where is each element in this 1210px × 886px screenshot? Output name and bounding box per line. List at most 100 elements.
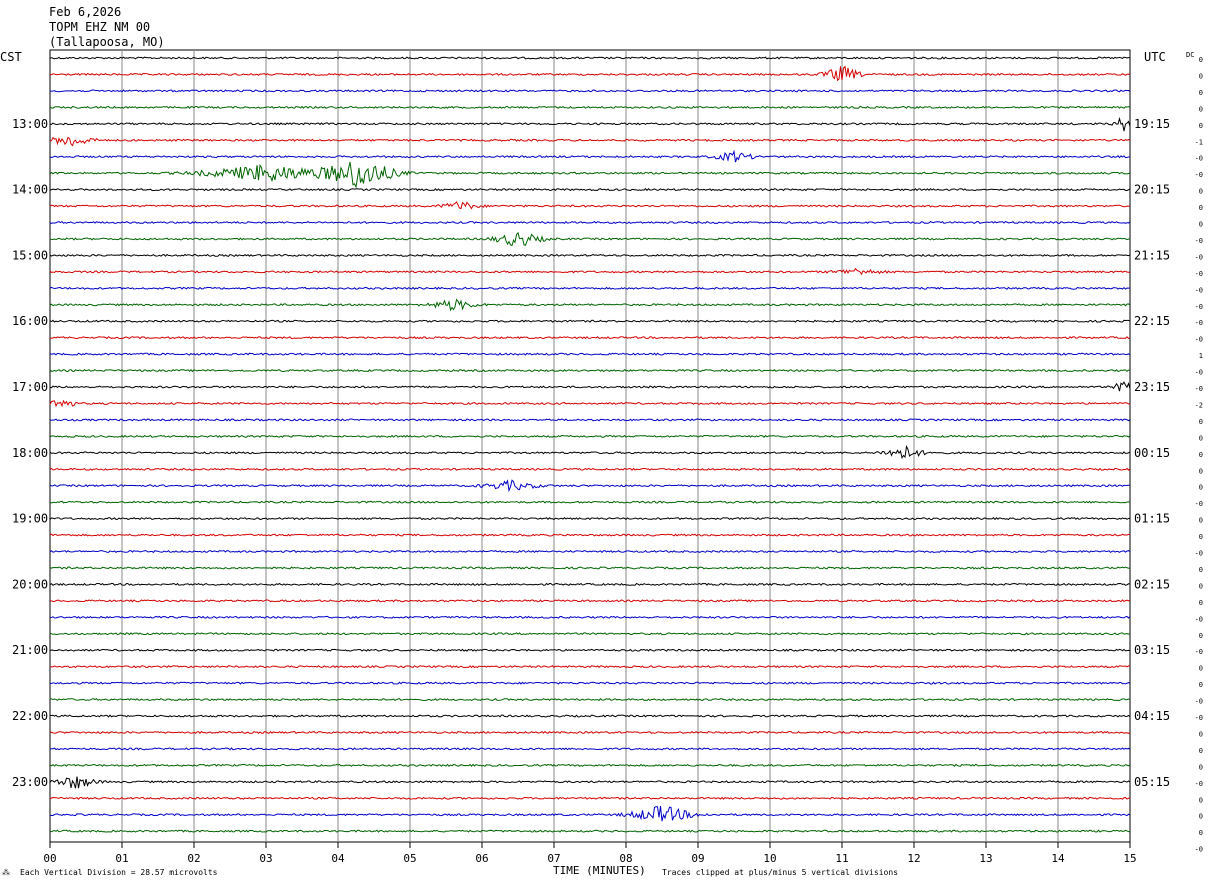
dc-offset-value: -0 [1195,500,1203,508]
trace-line-1 [49,65,1131,82]
trace-line-38 [49,681,1131,685]
dc-offset-labels: 0 0 0 0 0 -1 -0 -0 0 0 0 -0 -0 -0 -0 -0 -0 -0 1 -0 -0 -2 0 0 0 0 0… [1195,56,1203,854]
trace-line-3 [49,105,1131,109]
utc-hour-label: 22:15 [1134,314,1170,328]
seismic-traces [49,56,1131,833]
record-date: Feb 6,2026 [49,5,121,19]
x-tick-label: 14 [1051,852,1065,865]
trace-line-28 [49,516,1131,521]
dc-offset-value: 0 [1199,829,1203,837]
dc-offset-value: -0 [1195,369,1203,377]
dc-offset-value: 0 [1199,813,1203,821]
x-tick-label: 08 [619,852,632,865]
trace-line-36 [49,648,1131,652]
trace-line-30 [49,549,1131,554]
dc-offset-value: 0 [1199,221,1203,229]
utc-hour-label: 03:15 [1134,643,1170,657]
trace-line-8 [49,188,1131,192]
trace-line-12 [49,253,1131,257]
dc-offset-value: 1 [1199,352,1203,360]
x-tick-label: 12 [907,852,920,865]
dc-offset-value: 0 [1199,204,1203,212]
dc-offset-value: 0 [1199,72,1203,80]
trace-line-26 [49,479,1131,493]
trace-line-41 [49,730,1131,734]
x-tick-label: 01 [115,852,128,865]
trace-line-25 [49,467,1131,471]
trace-line-43 [49,763,1131,768]
x-axis-title: TIME (MINUTES) [553,864,646,877]
trace-line-4 [49,116,1131,132]
dc-offset-value: -0 [1195,155,1203,163]
cst-hour-label: 21:00 [12,643,48,657]
dc-offset-value: -0 [1195,303,1203,311]
trace-line-11 [49,231,1131,247]
trace-line-17 [49,336,1131,340]
dc-offset-value: 0 [1199,484,1203,492]
x-tick-label: 05 [403,852,416,865]
dc-offset-value: 0 [1199,747,1203,755]
dc-offset-value: -0 [1195,270,1203,278]
utc-hour-label: 21:15 [1134,248,1170,262]
trace-line-44 [49,776,1131,789]
cst-hour-label: 14:00 [12,183,48,197]
x-tick-label: 04 [331,852,345,865]
dc-offset-value: 0 [1199,730,1203,738]
utc-hour-label: 01:15 [1134,512,1170,526]
x-tick-label: 09 [691,852,704,865]
trace-line-23 [49,434,1131,438]
dc-offset-value: 0 [1199,599,1203,607]
dc-offset-value: 0 [1199,566,1203,574]
x-tick-label: 15 [1123,852,1136,865]
dc-offset-value: -0 [1195,336,1203,344]
utc-hour-label: 05:15 [1134,775,1170,789]
trace-line-14 [49,286,1131,290]
trace-line-5 [49,136,1131,147]
utc-hour-labels: 19:15 20:15 21:15 22:15 23:15 00:15 01:15 02:15… [1134,117,1170,789]
x-tick-label: 11 [835,852,848,865]
trace-line-35 [49,632,1131,636]
plot-frame [49,49,1131,843]
utc-hour-label: 23:15 [1134,380,1170,394]
trace-line-9 [49,201,1131,210]
trace-line-34 [49,615,1131,619]
trace-line-29 [49,533,1131,537]
trace-line-2 [49,89,1131,93]
scale-note: Each Vertical Division = 28.57 microvolt… [20,868,218,877]
cst-hour-label: 20:00 [12,577,48,591]
trace-line-33 [49,599,1131,603]
dc-offset-value: 0 [1199,56,1203,64]
dc-offset-value: 0 [1199,418,1203,426]
x-tick-label: 03 [259,852,272,865]
trace-line-6 [49,149,1131,163]
dc-offset-value: -0 [1195,846,1203,854]
dc-offset-value: -0 [1195,780,1203,788]
footer-mark: ⁂ [2,868,10,877]
x-tick-label: 06 [475,852,488,865]
cst-hour-label: 23:00 [12,775,48,789]
utc-hour-label: 00:15 [1134,446,1170,460]
utc-hour-label: 02:15 [1134,577,1170,591]
cst-hour-label: 18:00 [12,446,48,460]
trace-line-46 [49,806,1131,822]
utc-hour-label: 20:15 [1134,183,1170,197]
dc-offset-value: -1 [1195,138,1203,146]
cst-hour-labels: 13:00 14:00 15:00 16:00 17:00 18:00 19:00 20:00… [12,117,48,789]
trace-line-19 [49,368,1131,373]
dc-offset-value: 0 [1199,517,1203,525]
dc-offset-value: 0 [1199,434,1203,442]
utc-hour-label: 19:15 [1134,117,1170,131]
dc-offset-value: 0 [1199,451,1203,459]
dc-offset-value: 0 [1199,632,1203,640]
trace-line-24 [49,444,1131,459]
trace-line-42 [49,747,1131,751]
dc-offset-value: 0 [1199,763,1203,771]
dc-offset-value: -0 [1195,319,1203,327]
x-tick-label: 02 [187,852,200,865]
trace-line-45 [49,796,1131,800]
trace-line-32 [49,582,1131,587]
trace-line-47 [49,829,1131,833]
trace-line-39 [49,697,1131,702]
right-timezone-label: UTC [1144,50,1166,64]
